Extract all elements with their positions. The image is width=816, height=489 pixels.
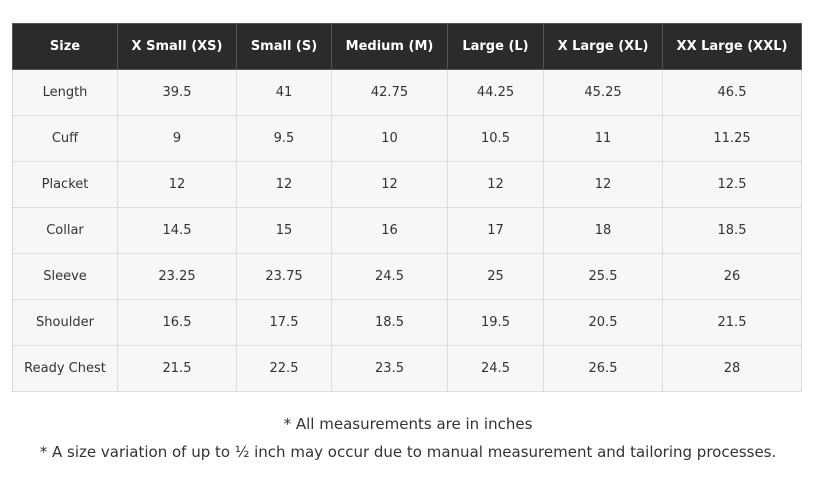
header-cell: Large (L) xyxy=(447,23,544,70)
table-row: Length 39.5 41 42.75 44.25 45.25 46.5 xyxy=(12,69,802,116)
table-cell: 11 xyxy=(543,115,663,162)
table-cell: 41 xyxy=(236,69,332,116)
table-cell: 17 xyxy=(447,207,544,254)
row-label: Length xyxy=(12,69,118,116)
table-cell: 12 xyxy=(236,161,332,208)
table-cell: 16.5 xyxy=(117,299,237,346)
table-cell: 19.5 xyxy=(447,299,544,346)
table-cell: 21.5 xyxy=(117,345,237,392)
table-cell: 21.5 xyxy=(662,299,802,346)
note: * All measurements are in inches xyxy=(283,415,533,433)
table-cell: 26.5 xyxy=(543,345,663,392)
table-row: Placket 12 12 12 12 12 12.5 xyxy=(12,161,802,208)
header-cell: X Small (XS) xyxy=(117,23,237,70)
table-cell: 45.25 xyxy=(543,69,663,116)
table-row: Ready Chest 21.5 22.5 23.5 24.5 26.5 28 xyxy=(12,345,802,392)
table-cell: 24.5 xyxy=(331,253,448,300)
table-cell: 10.5 xyxy=(447,115,544,162)
table-cell: 23.75 xyxy=(236,253,332,300)
table-cell: 23.25 xyxy=(117,253,237,300)
table-body: Length 39.5 41 42.75 44.25 45.25 46.5 Cuff 9 9.5 1… xyxy=(12,69,802,392)
table-cell: 18 xyxy=(543,207,663,254)
table-row: Sleeve 23.25 23.75 24.5 25 25.5 26 xyxy=(12,253,802,300)
header-cell: X Large (XL) xyxy=(543,23,663,70)
table-cell: 12 xyxy=(117,161,237,208)
table-cell: 12 xyxy=(331,161,448,208)
table-cell: 18.5 xyxy=(662,207,802,254)
table-cell: 10 xyxy=(331,115,448,162)
header-cell: Small (S) xyxy=(236,23,332,70)
row-label: Sleeve xyxy=(12,253,118,300)
header-row: Size X Small (XS) Small (S) Medium (M) Large… xyxy=(12,23,802,70)
table-cell: 22.5 xyxy=(236,345,332,392)
table-cell: 15 xyxy=(236,207,332,254)
table-cell: 26 xyxy=(662,253,802,300)
table-cell: 23.5 xyxy=(331,345,448,392)
table-cell: 12 xyxy=(447,161,544,208)
table-cell: 42.75 xyxy=(331,69,448,116)
header-cell: XX Large (XXL) xyxy=(662,23,802,70)
table-cell: 16 xyxy=(331,207,448,254)
row-label: Placket xyxy=(12,161,118,208)
table-cell: 14.5 xyxy=(117,207,237,254)
table-cell: 39.5 xyxy=(117,69,237,116)
table-cell: 25.5 xyxy=(543,253,663,300)
table-cell: 12 xyxy=(543,161,663,208)
table-row: Collar 14.5 15 16 17 18 18.5 xyxy=(12,207,802,254)
table-cell: 11.25 xyxy=(662,115,802,162)
header-cell: Medium (M) xyxy=(331,23,448,70)
table-row: Cuff 9 9.5 10 10.5 11 11.25 xyxy=(12,115,802,162)
row-label: Collar xyxy=(12,207,118,254)
table-cell: 46.5 xyxy=(662,69,802,116)
table-cell: 28 xyxy=(662,345,802,392)
table-cell: 9 xyxy=(117,115,237,162)
row-label: Cuff xyxy=(12,115,118,162)
size-table: Size X Small (XS) Small (S) Medium (M) Large… xyxy=(12,23,802,392)
table-cell: 17.5 xyxy=(236,299,332,346)
table-cell: 44.25 xyxy=(447,69,544,116)
table-cell: 12.5 xyxy=(662,161,802,208)
row-label: Shoulder xyxy=(12,299,118,346)
table-cell: 20.5 xyxy=(543,299,663,346)
table-cell: 25 xyxy=(447,253,544,300)
header-cell: Size xyxy=(12,23,118,70)
table-cell: 9.5 xyxy=(236,115,332,162)
table-row: Shoulder 16.5 17.5 18.5 19.5 20.5 21.5 xyxy=(12,299,802,346)
note: * A size variation of up to ½ inch may o… xyxy=(39,443,777,461)
table-cell: 24.5 xyxy=(447,345,544,392)
table-cell: 18.5 xyxy=(331,299,448,346)
row-label: Ready Chest xyxy=(12,345,118,392)
